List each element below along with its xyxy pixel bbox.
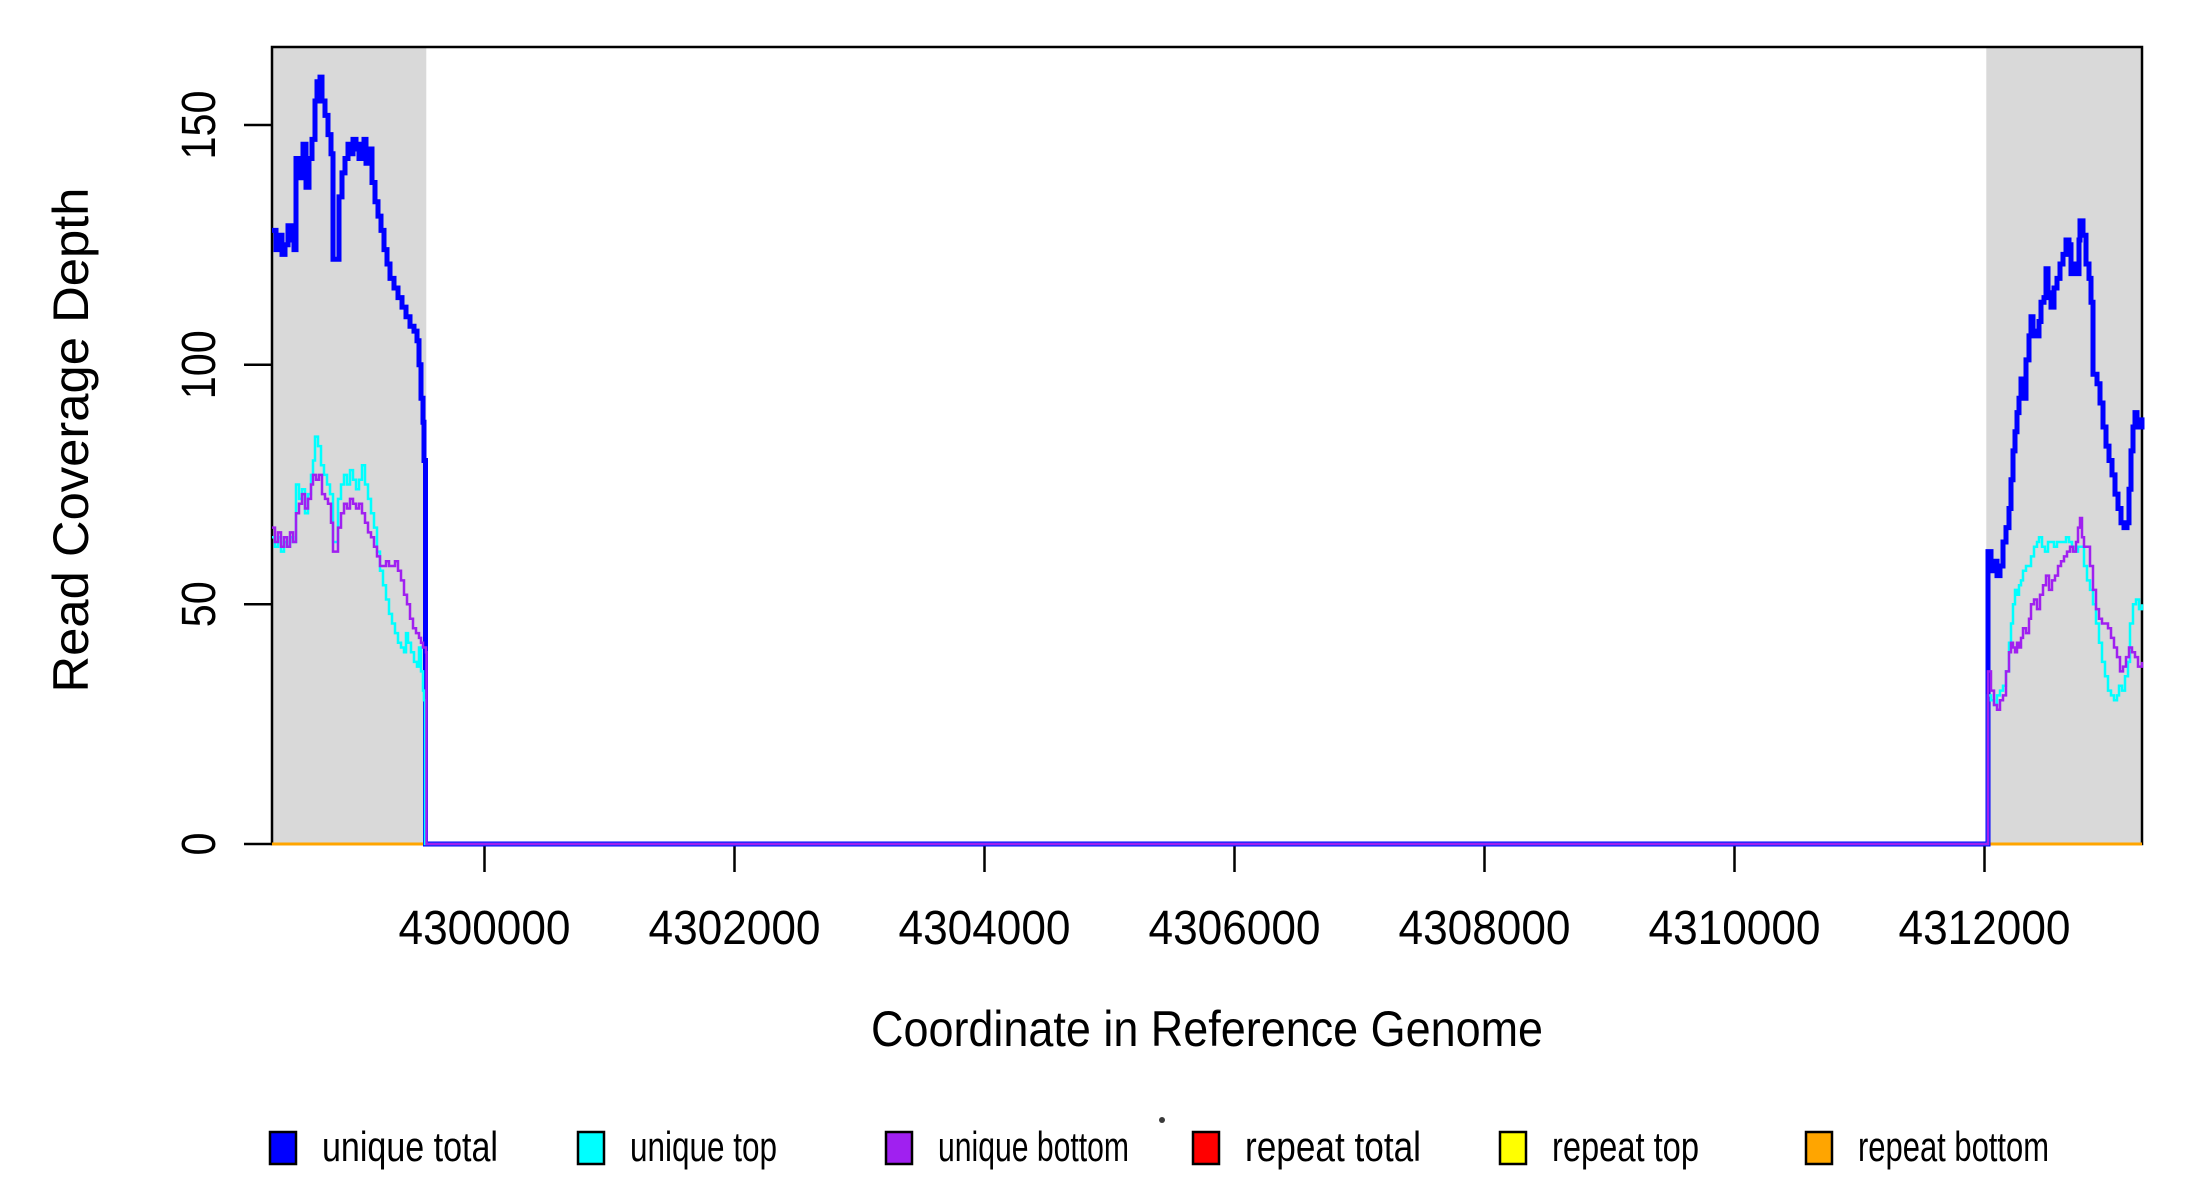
x-tick-label: 4312000 — [1899, 902, 2071, 955]
stray-speck-dot — [1159, 1117, 1165, 1123]
x-axis: 4300000 4302000 4304000 4306000 4308000 43100… — [399, 844, 2071, 955]
x-tick-label: 4306000 — [1149, 902, 1321, 955]
legend-label-unique-top: unique top — [630, 1123, 777, 1170]
x-axis-title: Coordinate in Reference Genome — [871, 1001, 1543, 1057]
legend-swatch-repeat-top — [1498, 1130, 1528, 1166]
repeat-region-shade — [1986, 48, 2143, 843]
legend-label-repeat-top: repeat top — [1552, 1123, 1699, 1170]
series-line-unique-top — [272, 435, 2144, 846]
y-axis: 0 50 100 150 — [173, 91, 272, 856]
legend-label-repeat-bottom: repeat bottom — [1858, 1123, 2049, 1170]
legend-label-unique-bottom: unique bottom — [938, 1123, 1129, 1170]
series-line-unique-total — [272, 74, 2145, 847]
y-tick-label: 100 — [173, 330, 226, 399]
x-tick-label: 4300000 — [399, 902, 571, 955]
legend-label-repeat-total: repeat total — [1245, 1123, 1421, 1170]
shaded-regions — [272, 48, 2143, 843]
x-tick-label: 4302000 — [649, 902, 821, 955]
legend-swatch-repeat-total — [1191, 1130, 1221, 1166]
x-tick-label: 4304000 — [899, 902, 1071, 955]
x-tick-label: 4310000 — [1649, 902, 1821, 955]
legend-swatch-unique-top — [576, 1130, 606, 1166]
legend-label-unique-total: unique total — [322, 1123, 498, 1170]
series-lines — [272, 74, 2145, 847]
series-line-unique-bottom — [272, 473, 2144, 846]
y-tick-label: 0 — [173, 833, 226, 856]
legend-swatch-repeat-bottom — [1804, 1130, 1834, 1166]
x-tick-label: 4308000 — [1399, 902, 1571, 955]
y-tick-label: 150 — [173, 91, 226, 160]
legend-swatch-unique-bottom — [884, 1130, 914, 1166]
y-axis-title: Read Coverage Depth — [43, 188, 99, 693]
plot-frame — [270, 45, 2144, 846]
y-tick-label: 50 — [173, 581, 226, 627]
legend: unique total unique top unique bottom repea… — [268, 1123, 2049, 1170]
legend-swatch-unique-total — [268, 1130, 298, 1166]
